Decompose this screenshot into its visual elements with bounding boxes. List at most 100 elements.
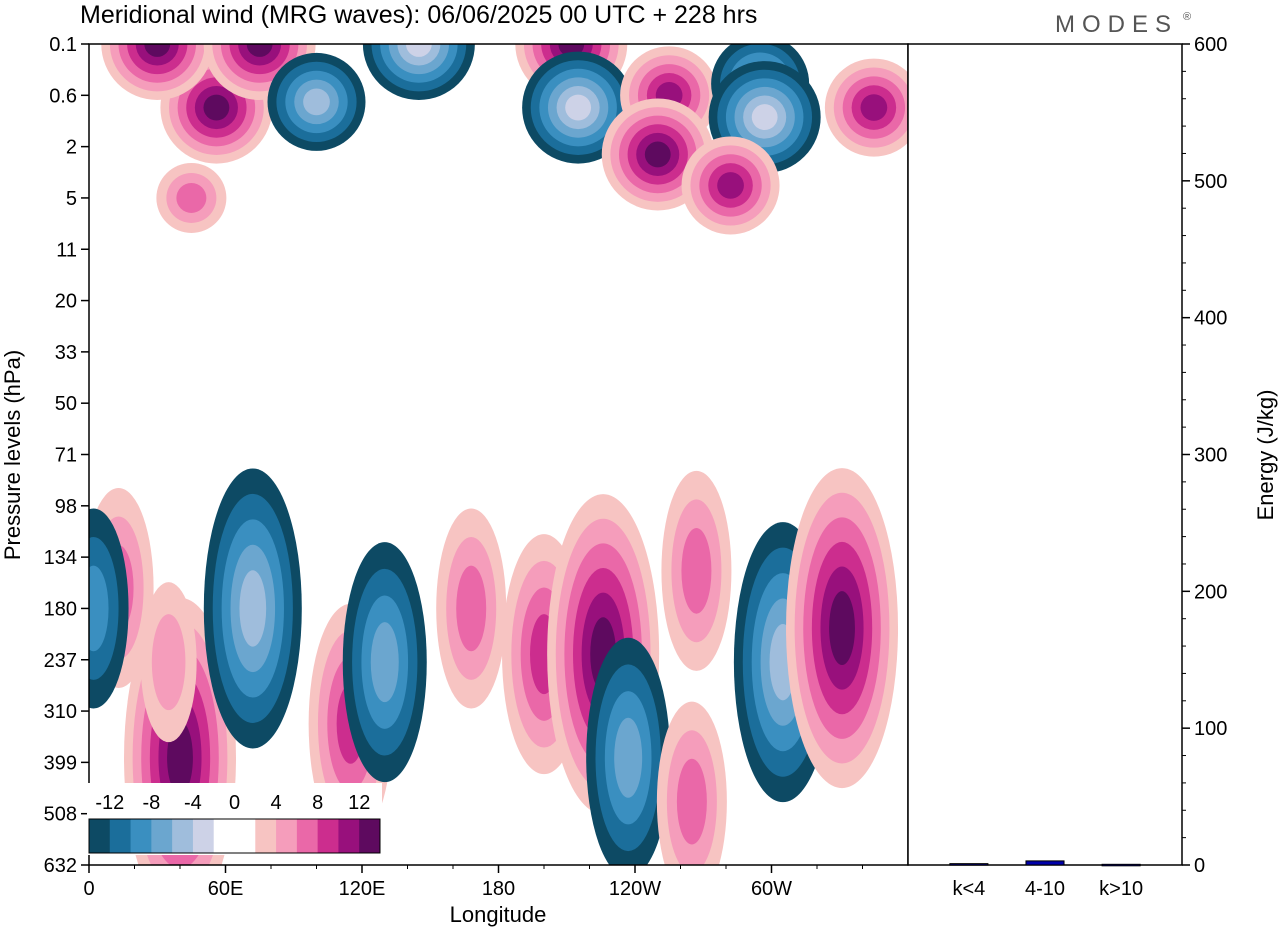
contour-band: [456, 565, 487, 652]
colorbar-label: 12: [348, 792, 370, 814]
colorbar-cell: [89, 819, 111, 853]
contour-band: [717, 172, 744, 199]
wind-feature: [786, 468, 899, 789]
colorbar-cell: [213, 819, 235, 853]
y-tick-label: 237: [44, 650, 77, 672]
energy-tick-label: 300: [1194, 445, 1227, 467]
y-tick-label: 71: [55, 445, 77, 467]
longitude-axis: 0 60E 120E 180 120W 60W: [83, 865, 863, 900]
y-tick-label: 20: [55, 291, 77, 313]
energy-bar: [949, 863, 989, 866]
x-tick-label: 60E: [208, 878, 244, 900]
contour-band: [89, 565, 109, 652]
energy-tick-label: 0: [1194, 855, 1205, 877]
colorbar-cell: [255, 819, 277, 853]
contour-band: [860, 94, 888, 121]
wind-feature: [89, 508, 129, 709]
contour-band: [151, 614, 186, 711]
wind-feature: [681, 136, 780, 235]
energy-category-label: k<4: [952, 878, 985, 900]
colorbar-cell: [130, 819, 152, 853]
contour-band: [751, 104, 778, 131]
colorbar-cell: [359, 819, 381, 853]
y-tick-label: 11: [56, 239, 77, 261]
heatmap-panel: 0.1 0.6 2 5 11 20 33 50 71 98 134 180 237 310 399 508 63…: [0, 34, 909, 927]
contour-band: [565, 94, 592, 121]
contour-band: [405, 44, 432, 57]
colorbar-label: 0: [229, 792, 240, 814]
energy-bar: [1101, 863, 1141, 867]
y-tick-label: 399: [44, 752, 77, 774]
colorbar-cell: [172, 819, 194, 853]
energy-panel: k<4 4-10 k>10 0 100 200 300 400 500 600 Energy (…: [907, 34, 1278, 900]
wind-feature: [661, 470, 732, 671]
y-tick-label: 508: [44, 804, 77, 826]
contour-band: [370, 622, 399, 703]
y-tick-label: 98: [55, 496, 77, 518]
y-tick-label: 2: [66, 137, 77, 159]
colorbar-cell: [192, 819, 215, 853]
wind-contours: [89, 44, 908, 865]
colorbar-cell: [109, 819, 132, 853]
registered-mark: ®: [1183, 11, 1191, 23]
energy-tick-label: 100: [1194, 718, 1227, 740]
energy-tick-label: 400: [1194, 308, 1227, 330]
wind-feature: [140, 582, 197, 743]
chart-title: Meridional wind (MRG waves): 06/06/2025 …: [80, 1, 757, 29]
x-tick-label: 120W: [609, 878, 661, 900]
colorbar-label: 8: [312, 792, 323, 814]
wind-feature: [203, 468, 302, 749]
colorbar-cell: [317, 819, 339, 853]
colorbar-cell: [338, 819, 360, 853]
wind-feature: [586, 637, 671, 865]
colorbar-label: 4: [271, 792, 282, 814]
energy-axis: 0 100 200 300 400 500 600: [1182, 34, 1227, 877]
x-axis-label: Longitude: [450, 902, 547, 927]
pressure-axis: 0.1 0.6 2 5 11 20 33 50 71 98 134 180 237 310 399 508 63…: [44, 34, 89, 877]
energy-category-label: k>10: [1099, 878, 1143, 900]
wind-feature: [824, 58, 908, 157]
wind-feature: [267, 52, 366, 151]
colorbar-cell: [276, 819, 298, 853]
contour-band: [676, 758, 707, 845]
x-tick-label: 60W: [751, 878, 792, 900]
colorbar: -12 -8 -4 0 4 8 12: [87, 783, 382, 855]
wind-feature: [342, 542, 427, 783]
colorbar-label: -12: [95, 792, 124, 814]
x-tick-label: 0: [83, 878, 94, 900]
energy-axis-label: Energy (J/kg): [1253, 390, 1278, 521]
wind-feature: [156, 162, 227, 233]
contour-band: [203, 94, 230, 121]
y-tick-label: 310: [44, 701, 77, 723]
colorbar-cell: [296, 819, 319, 853]
wind-feature: [362, 44, 475, 100]
energy-frame: [907, 43, 1183, 866]
contour-band: [176, 182, 207, 213]
energy-category-label: 4-10: [1025, 878, 1065, 900]
contour-band: [829, 591, 855, 666]
wind-feature: [656, 701, 727, 865]
contour-band: [144, 44, 171, 57]
brand-logo: MODES: [1055, 11, 1178, 38]
y-tick-label: 50: [55, 393, 77, 415]
colorbar-cell: [234, 819, 256, 853]
y-tick-label: 0.6: [49, 85, 77, 107]
contour-band: [614, 717, 643, 798]
contour-band: [246, 44, 273, 57]
y-tick-label: 33: [55, 342, 77, 364]
y-axis-label: Pressure levels (hPa): [0, 350, 25, 560]
energy-bar: [1025, 860, 1065, 866]
contour-band: [644, 141, 671, 168]
y-tick-label: 134: [44, 547, 77, 569]
energy-tick-label: 500: [1194, 171, 1227, 193]
contour-band: [681, 527, 712, 614]
y-tick-label: 0.1: [49, 34, 77, 56]
colorbar-cell: [151, 819, 173, 853]
wind-feature: [436, 508, 507, 709]
energy-tick-label: 600: [1194, 34, 1227, 56]
energy-tick-label: 200: [1194, 581, 1227, 603]
contour-band: [303, 88, 330, 116]
wind-feature: [601, 98, 714, 211]
y-tick-label: 5: [66, 188, 77, 210]
